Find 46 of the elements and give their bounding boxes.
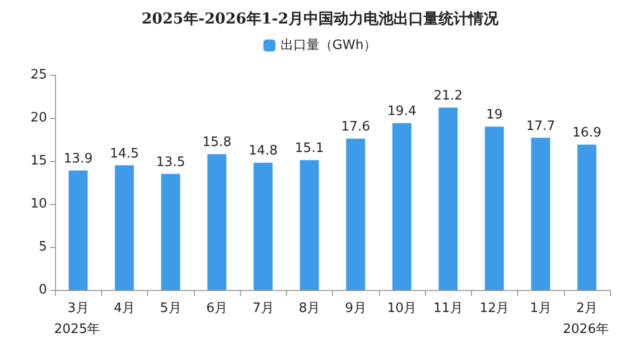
legend-label: 出口量（GWh） — [280, 38, 377, 53]
x-tick-label: 11月 — [433, 301, 463, 316]
bar — [484, 126, 504, 290]
x-tick-label: 12月 — [480, 301, 510, 316]
y-tick-label: 0 — [38, 282, 47, 298]
bar — [300, 160, 319, 290]
x-tick-label: 8月 — [298, 301, 320, 316]
data-label: 14.8 — [248, 144, 278, 159]
data-label: 17.6 — [341, 120, 370, 135]
data-label: 19 — [486, 108, 503, 123]
bar — [207, 154, 226, 290]
y-tick-label: 5 — [38, 240, 47, 254]
x-tick-label: 1月 — [530, 301, 552, 316]
bar — [114, 165, 134, 290]
bar — [254, 162, 273, 290]
data-label: 14.5 — [110, 146, 139, 162]
bar — [161, 174, 180, 290]
y-tick-label: 25 — [30, 68, 47, 82]
bar — [68, 170, 88, 290]
chart-title: 2025年-2026年1-2月中国动力电池出口量统计情况 — [142, 10, 500, 28]
bar — [531, 138, 550, 290]
y-tick-label: 10 — [30, 196, 47, 212]
data-label: 13.5 — [156, 154, 186, 170]
x-tick-label: 10月 — [387, 301, 417, 316]
x-tick-label: 7月 — [252, 301, 274, 316]
x-tick-label: 6月 — [206, 301, 228, 316]
data-label: 15.1 — [294, 141, 324, 156]
y-tick-label: 15 — [30, 154, 47, 168]
x-tick-label: 5月 — [160, 301, 182, 316]
x-tick-label: 9月 — [344, 301, 366, 316]
data-label: 16.9 — [572, 126, 602, 141]
x-tick-label: 2月 — [576, 301, 598, 316]
data-label: 15.8 — [202, 135, 232, 150]
data-label: 19.4 — [387, 104, 416, 120]
bar — [438, 108, 458, 290]
x-tick-label: 4月 — [114, 301, 136, 316]
y-tick-label: 20 — [30, 110, 47, 126]
text: 2025年 — [54, 322, 100, 337]
data-label: 13.9 — [64, 151, 93, 166]
data-label: 21.2 — [434, 88, 463, 104]
x-tick-label: 3月 — [67, 301, 89, 316]
bar — [577, 144, 596, 290]
bar — [392, 123, 412, 290]
bar — [346, 138, 366, 290]
text: 2026年 — [562, 322, 609, 337]
data-label: 17.7 — [526, 118, 556, 134]
